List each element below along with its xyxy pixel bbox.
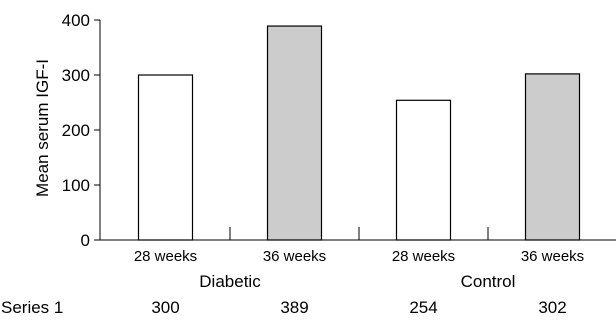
x-group-label: Control [461,272,516,291]
bar-2 [266,25,323,241]
x-group-label: Diabetic [199,272,261,291]
x-category-label: 36 weeks [521,248,584,265]
y-tick-label: 400 [62,11,90,30]
data-table-value: 300 [151,298,179,317]
y-tick-label: 300 [62,66,90,85]
data-table-value: 302 [538,298,566,317]
data-table: Series 1 300 389 254 302 [1,298,567,317]
x-category-label: 28 weeks [134,248,197,265]
data-table-row-label: Series 1 [1,298,63,317]
y-axis: 0 100 200 300 400 [62,11,101,250]
data-table-value: 254 [409,298,437,317]
bar-4 [524,73,581,241]
bar-1 [137,74,194,241]
x-category-label: 28 weeks [392,248,455,265]
y-tick-label: 100 [62,176,90,195]
y-tick-label: 200 [62,121,90,140]
bar-3 [395,99,452,241]
bars [137,25,581,241]
y-axis-title: Mean serum IGF-I [33,59,52,197]
x-axis: 28 weeks 36 weeks 28 weeks 36 weeksDiabetic… [100,227,616,291]
x-category-label: 36 weeks [263,248,326,265]
y-tick-label: 0 [81,231,90,250]
data-table-value: 389 [280,298,308,317]
